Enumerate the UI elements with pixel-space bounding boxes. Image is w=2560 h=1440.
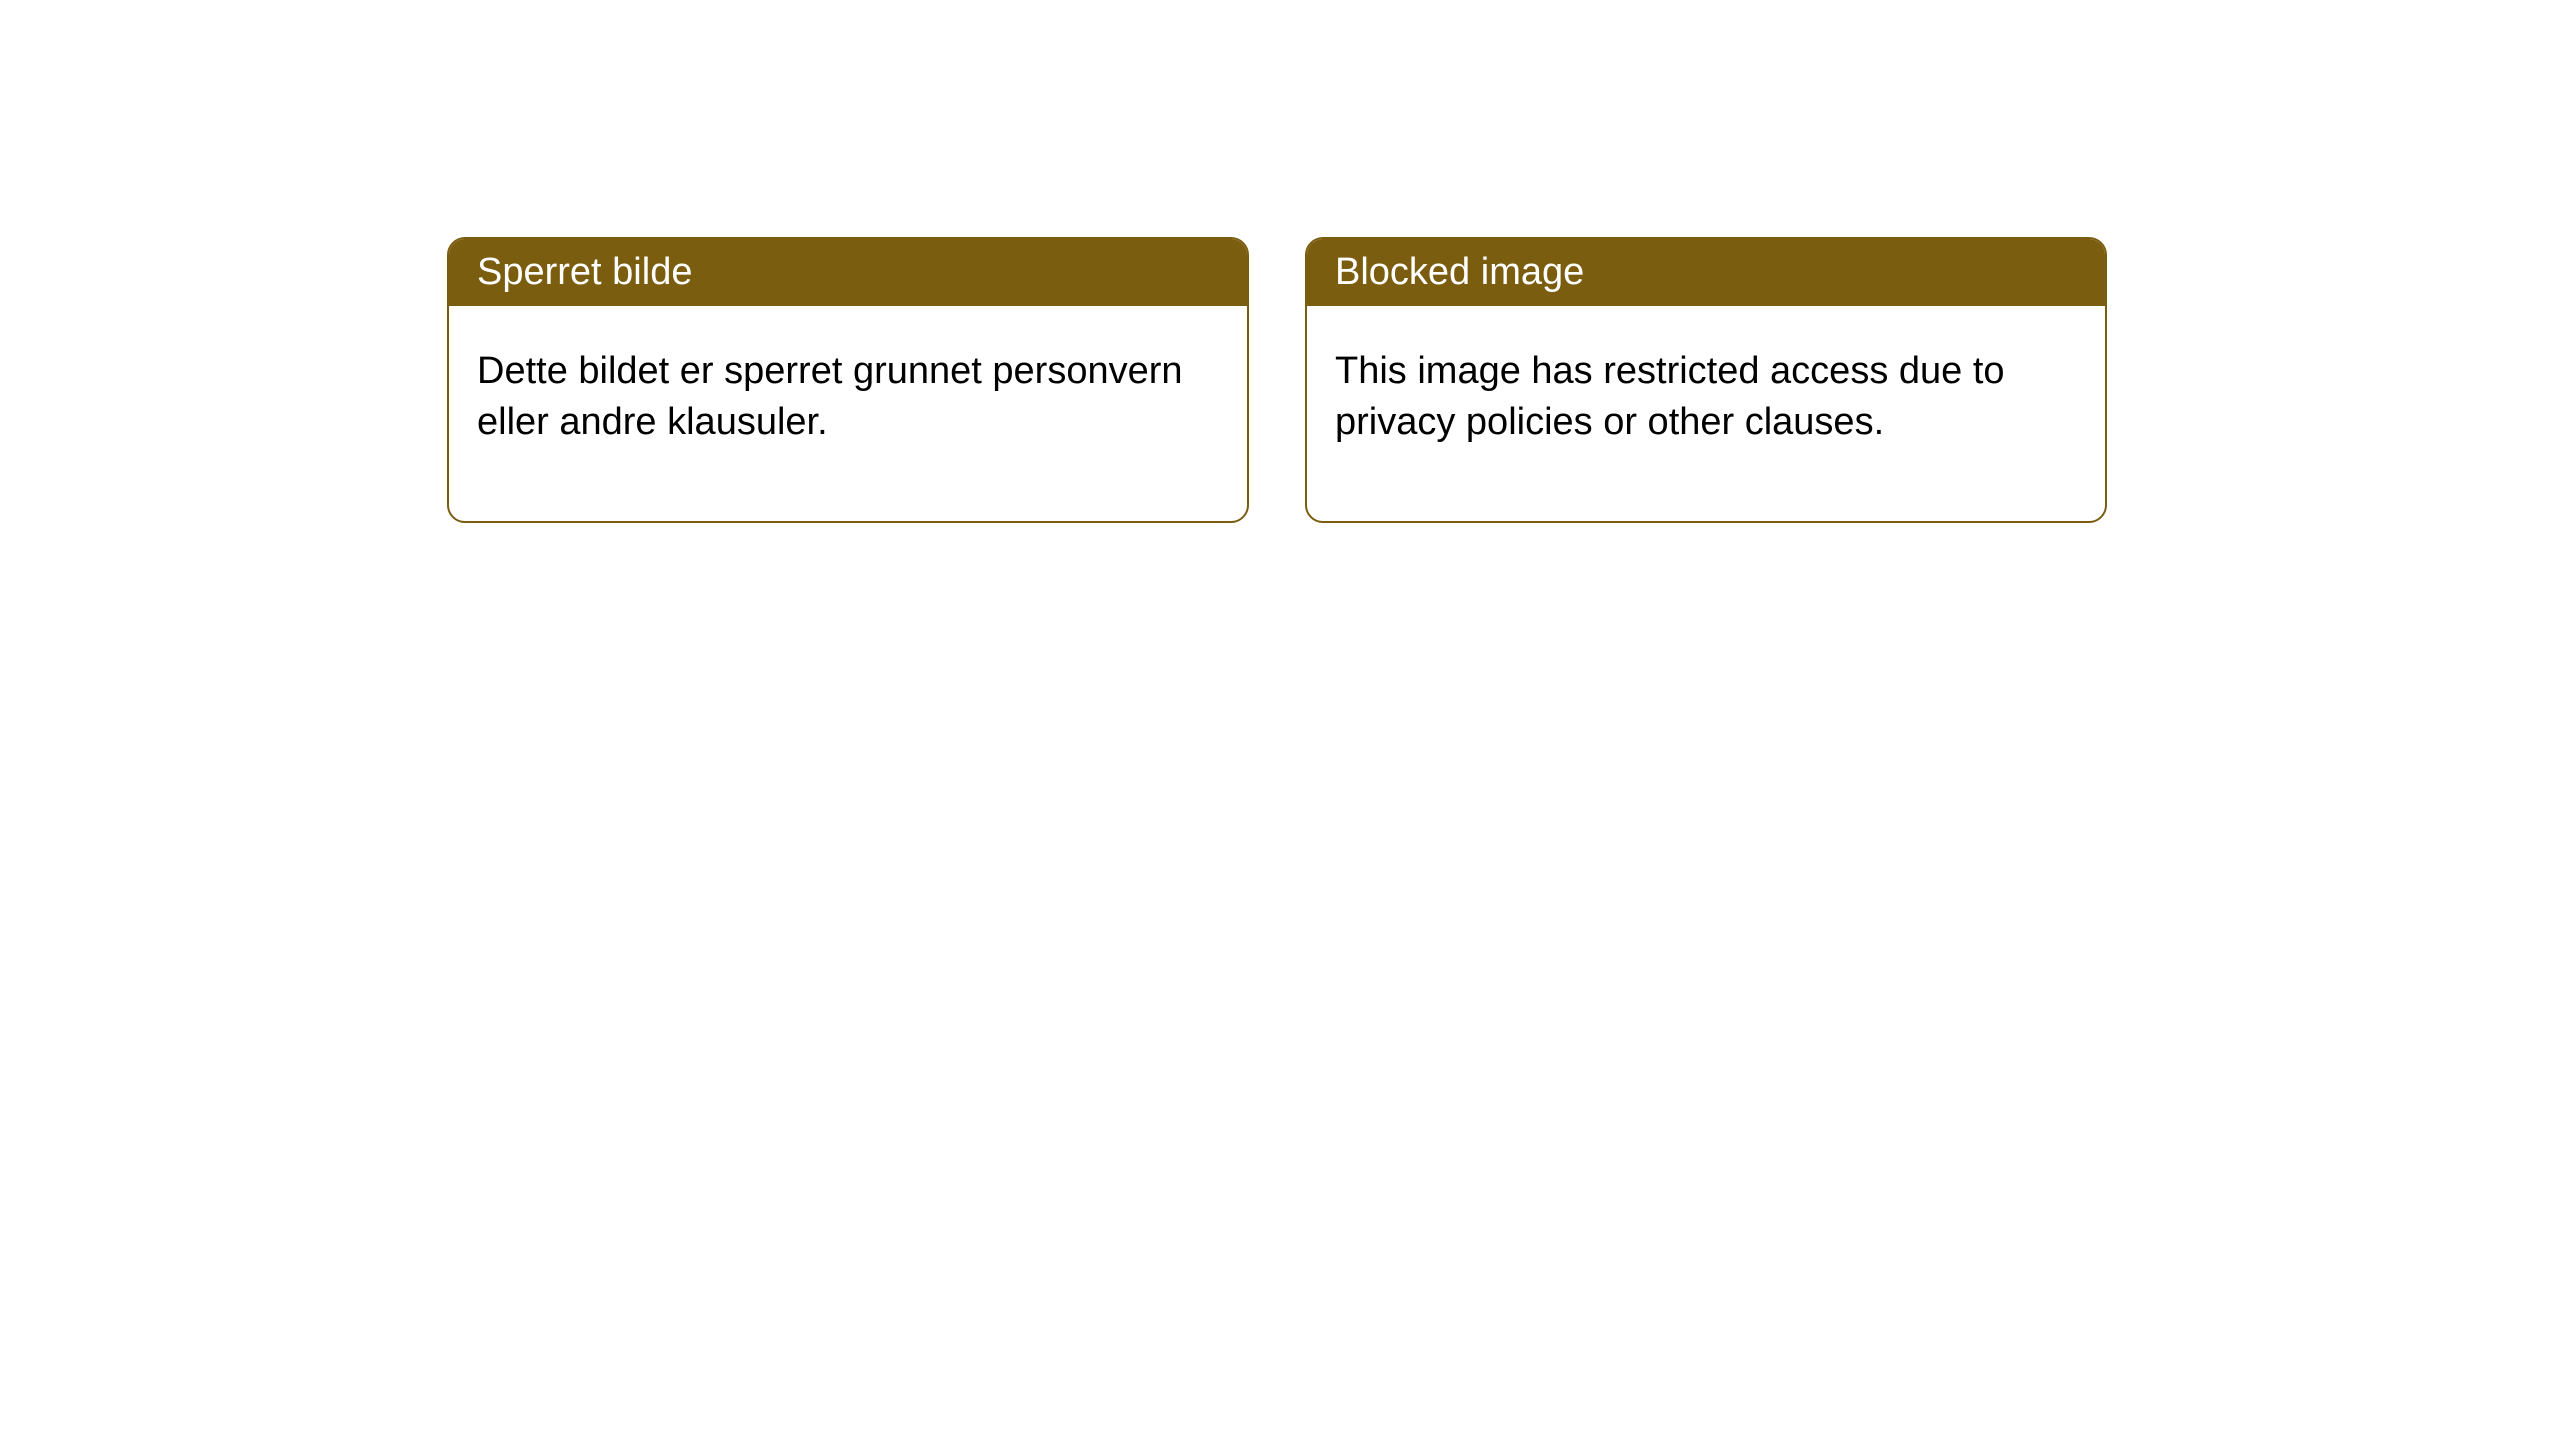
notice-container: Sperret bilde Dette bildet er sperret gr…	[0, 0, 2560, 523]
notice-card-norwegian: Sperret bilde Dette bildet er sperret gr…	[447, 237, 1249, 523]
card-header: Blocked image	[1307, 239, 2105, 306]
card-header: Sperret bilde	[449, 239, 1247, 306]
card-body: This image has restricted access due to …	[1307, 306, 2105, 521]
card-body: Dette bildet er sperret grunnet personve…	[449, 306, 1247, 521]
notice-card-english: Blocked image This image has restricted …	[1305, 237, 2107, 523]
